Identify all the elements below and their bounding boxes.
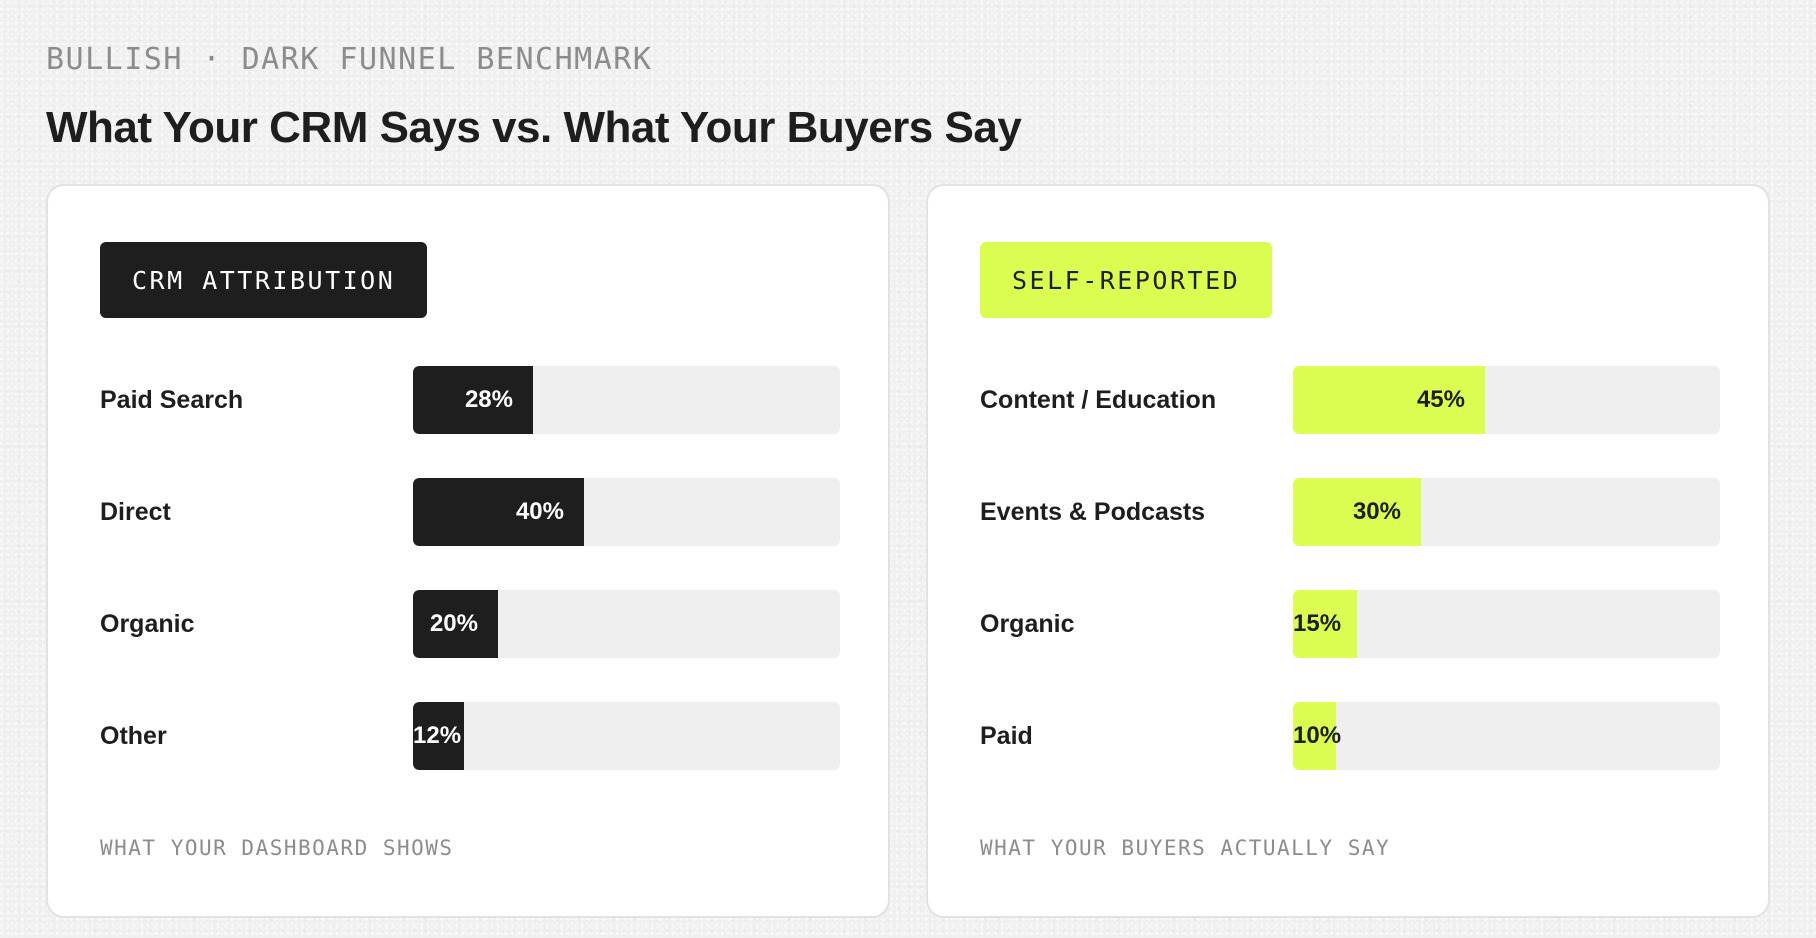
crm-attribution-panel: CRM ATTRIBUTION Paid Search 28% Direct 40% O… [46, 184, 890, 918]
self-reported-bar-fill [1293, 702, 1336, 770]
eyebrow-label: BULLISH · DARK FUNNEL BENCHMARK [46, 42, 653, 77]
crm-bar-value-label: 20% [429, 610, 478, 637]
self-reported-bar-fill [1293, 478, 1421, 546]
self-reported-bar-track: 45% [1293, 366, 1720, 434]
self-reported-bar-value-label: 30% [1352, 498, 1401, 525]
page-title: What Your CRM Says vs. What Your Buyers … [46, 103, 1022, 152]
self-reported-bar-fill [1293, 590, 1357, 658]
self-reported-bar-value-label: 45% [1416, 386, 1465, 413]
crm-bar-row-other: Other 12% [100, 702, 840, 770]
self-reported-bar-value-label: 15% [1293, 610, 1342, 637]
self-reported-category-label: Content / Education [980, 386, 1217, 414]
self-reported-bar-row-paid: Paid 10% [980, 702, 1720, 770]
crm-bar-track: 28% [413, 366, 840, 434]
crm-attribution-tag: CRM ATTRIBUTION [100, 242, 428, 318]
crm-bar-fill [413, 702, 464, 770]
crm-bar-row-paid-search: Paid Search 28% [100, 366, 840, 434]
self-reported-bar-track: 15% [1293, 590, 1720, 658]
crm-bar-row-direct: Direct 40% [100, 478, 840, 546]
crm-bar-track: 20% [413, 590, 840, 658]
self-reported-category-label: Events & Podcasts [980, 498, 1206, 526]
crm-attribution-caption: WHAT YOUR DASHBOARD SHOWS [100, 836, 454, 860]
crm-bar-track: 40% [413, 478, 840, 546]
self-reported-category-label: Paid [980, 722, 1033, 750]
crm-bar-value-label: 40% [515, 498, 564, 525]
self-reported-bar-track: 10% [1293, 702, 1720, 770]
crm-bar-fill [413, 590, 498, 658]
self-reported-bar-row-organic: Organic 15% [980, 590, 1720, 658]
crm-category-label: Direct [100, 498, 171, 526]
crm-bar-fill [413, 366, 533, 434]
crm-bar-value-label: 28% [464, 386, 513, 413]
crm-bar-row-organic: Organic 20% [100, 590, 840, 658]
self-reported-bar-row-content-education: Content / Education 45% [980, 366, 1720, 434]
self-reported-bar-fill [1293, 366, 1485, 434]
crm-category-label: Organic [100, 610, 195, 638]
self-reported-bar-track: 30% [1293, 478, 1720, 546]
self-reported-tag: SELF-REPORTED [980, 242, 1273, 318]
self-reported-category-label: Organic [980, 610, 1075, 638]
crm-bar-value-label: 12% [413, 722, 462, 749]
self-reported-bar-value-label: 10% [1293, 722, 1342, 749]
crm-category-label: Other [100, 722, 167, 750]
crm-category-label: Paid Search [100, 386, 244, 414]
self-reported-caption: WHAT YOUR BUYERS ACTUALLY SAY [980, 836, 1391, 860]
self-reported-bar-row-events-podcasts: Events & Podcasts 30% [980, 478, 1720, 546]
crm-bar-fill [413, 478, 584, 546]
crm-bar-track: 12% [413, 702, 840, 770]
self-reported-panel: SELF-REPORTED Content / Education 45% Even… [926, 184, 1770, 918]
